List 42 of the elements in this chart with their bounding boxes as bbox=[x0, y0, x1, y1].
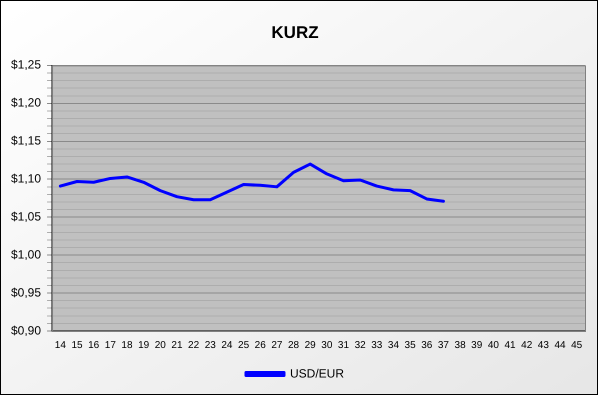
y-tick-label: $1,00 bbox=[11, 247, 42, 262]
x-tick-label: 26 bbox=[254, 340, 266, 351]
y-tick-label: $1,15 bbox=[11, 134, 42, 148]
x-tick-label: 17 bbox=[104, 340, 116, 351]
x-tick-label: 42 bbox=[521, 340, 533, 351]
x-tick-label: 34 bbox=[388, 340, 400, 351]
x-tick-label: 27 bbox=[271, 340, 283, 351]
chart-title: KURZ bbox=[271, 22, 319, 42]
x-tick-label: 39 bbox=[471, 340, 483, 351]
x-tick-label: 14 bbox=[54, 340, 66, 351]
x-tick-label: 33 bbox=[371, 340, 383, 351]
x-tick-label: 22 bbox=[188, 340, 200, 351]
x-tick-label: 38 bbox=[454, 340, 466, 351]
x-tick-label: 44 bbox=[554, 340, 566, 351]
x-tick-label: 32 bbox=[354, 340, 366, 351]
y-tick-label: $1,20 bbox=[11, 96, 42, 110]
y-tick-label: $0,90 bbox=[11, 323, 42, 338]
y-tick-label: $1,05 bbox=[11, 209, 42, 224]
x-tick-label: 20 bbox=[154, 340, 166, 351]
x-tick-label: 29 bbox=[304, 340, 316, 351]
x-tick-label: 16 bbox=[88, 340, 100, 351]
legend-label: USD/EUR bbox=[290, 366, 344, 380]
x-tick-label: 21 bbox=[171, 340, 183, 351]
x-tick-label: 40 bbox=[488, 340, 500, 351]
y-tick-label: $1,25 bbox=[11, 58, 42, 72]
x-tick-label: 28 bbox=[288, 340, 300, 351]
y-tick-label: $1,10 bbox=[11, 172, 42, 186]
x-tick-label: 35 bbox=[404, 340, 416, 351]
x-tick-label: 37 bbox=[438, 340, 450, 351]
x-tick-label: 36 bbox=[421, 340, 433, 351]
x-tick-label: 25 bbox=[238, 340, 250, 351]
x-tick-label: 43 bbox=[538, 340, 550, 351]
x-tick-label: 41 bbox=[504, 340, 516, 351]
x-tick-label: 23 bbox=[204, 340, 216, 351]
x-tick-label: 24 bbox=[221, 340, 233, 351]
x-tick-label: 45 bbox=[571, 340, 583, 351]
x-tick-label: 15 bbox=[71, 340, 84, 351]
y-tick-label: $0,95 bbox=[11, 285, 42, 300]
x-tick-label: 18 bbox=[121, 340, 133, 351]
x-tick-label: 31 bbox=[338, 340, 350, 351]
x-tick-label: 19 bbox=[138, 340, 150, 351]
x-tick-label: 30 bbox=[321, 340, 333, 351]
